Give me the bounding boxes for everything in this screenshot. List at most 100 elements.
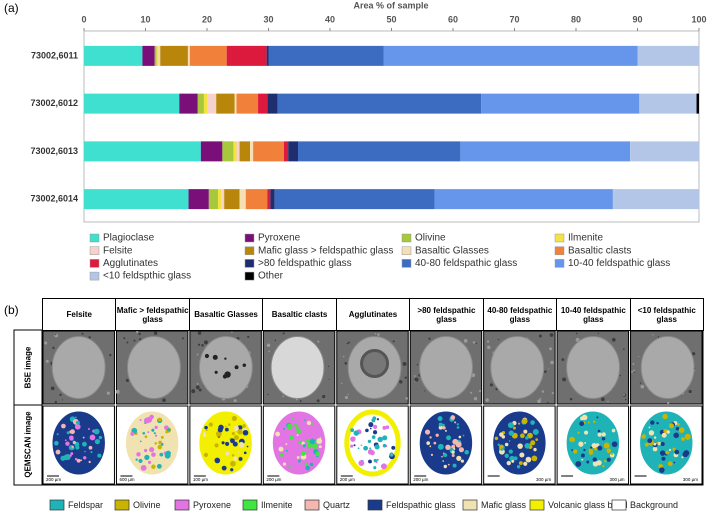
qemscan-phase [295, 426, 299, 430]
bse-texture [470, 391, 473, 394]
qemscan-phase [429, 436, 432, 439]
qemscan-phase [74, 457, 78, 461]
qemscan-phase [433, 441, 437, 445]
qemscan-phase [296, 428, 302, 434]
qemscan-phase [237, 429, 243, 435]
bse-texture [575, 337, 580, 342]
legend-label: Background [630, 500, 678, 510]
bse-texture [497, 338, 500, 341]
qemscan-phase [139, 440, 142, 443]
bse-texture [62, 399, 64, 401]
bse-texture [463, 339, 468, 343]
bse-texture [282, 395, 285, 398]
bse-texture [551, 392, 554, 395]
qemscan-phase [592, 457, 597, 462]
qemscan-phase [507, 422, 514, 429]
bar-segment [224, 189, 240, 210]
bar-segment [221, 189, 225, 210]
column-header: Agglutinates [335, 298, 411, 331]
qemscan-phase [606, 457, 611, 462]
scale-label: 200 µm [340, 477, 355, 482]
qemscan-phase [684, 433, 691, 440]
legend-swatch [114, 499, 130, 511]
legend-label: Felsite [103, 245, 133, 256]
qemscan-phase [674, 449, 680, 455]
qemscan-phase [238, 442, 245, 448]
bse-texture [54, 333, 59, 338]
bar-segment [253, 141, 284, 162]
bse-texture [691, 352, 696, 356]
qemscan-phase [596, 460, 602, 466]
bar-segment [203, 93, 207, 114]
qemscan-phase [683, 450, 690, 457]
qemscan-phase [497, 443, 500, 446]
legend-swatch [401, 259, 412, 268]
bse-texture [619, 374, 621, 377]
legend-swatch [174, 499, 190, 511]
bar-segment [84, 45, 143, 66]
qemscan-phase [318, 445, 322, 449]
bse-texture [126, 341, 129, 344]
qemscan-phase [424, 429, 431, 435]
qemscan-phase [154, 434, 158, 437]
legend-label: Mafic glass [481, 500, 527, 510]
qemscan-phase [154, 425, 158, 430]
y-tick-label: 73002,6013 [30, 146, 78, 156]
legend-label: 40-80 feldspathic glass [415, 258, 517, 269]
qemscan-phase [667, 461, 673, 467]
qemscan-phase [385, 425, 390, 430]
qemscan-phase [288, 466, 291, 469]
qemscan-phase [83, 456, 87, 460]
qemscan-phase [76, 420, 80, 425]
bse-texture [196, 383, 199, 385]
qemscan-phase [144, 454, 150, 461]
bse-texture [640, 384, 645, 389]
qemscan-phase [224, 427, 229, 432]
qemscan-phase [506, 460, 511, 466]
qemscan-phase [656, 421, 659, 425]
legend-label: <10 feldspthic glass [103, 271, 191, 282]
legend-label: Olivine [133, 500, 161, 510]
qemscan-phase [285, 449, 288, 452]
qemscan-phase [159, 452, 164, 457]
qemscan-phase [90, 451, 93, 454]
qemscan-phase [80, 459, 83, 462]
row-label-cell [13, 404, 43, 486]
qemscan-phase [530, 440, 536, 446]
qemscan-phase [237, 425, 243, 430]
qemscan-phase [652, 446, 658, 452]
legend-swatch [244, 271, 255, 281]
qemscan-phase [532, 428, 539, 435]
bse-vesicle [234, 365, 239, 370]
qemscan-phase [450, 415, 456, 420]
bse-texture [139, 338, 142, 341]
qemscan-phase [525, 436, 529, 440]
qemscan-phase [668, 423, 675, 429]
qemscan-phase [291, 418, 294, 421]
qemscan-phase [601, 432, 606, 437]
bse-texture [569, 397, 573, 401]
qemscan-phase [154, 442, 158, 445]
bse-texture [322, 394, 326, 399]
qemscan-phase [509, 455, 515, 462]
qemscan-phase [221, 441, 225, 445]
qemscan-phase [525, 456, 532, 463]
bse-texture [342, 355, 345, 358]
qemscan-phase [391, 445, 396, 450]
bse-texture [328, 378, 330, 380]
qemscan-phase [69, 437, 73, 441]
qemscan-phase [577, 431, 580, 434]
qemscan-phase [369, 447, 372, 450]
qemscan-phase [283, 427, 286, 430]
bse-texture [268, 350, 270, 353]
bar-segment [639, 93, 697, 114]
scale-label: 200 µm [266, 477, 281, 482]
qemscan-phase [56, 433, 59, 436]
qemscan-phase [581, 458, 584, 461]
qemscan-phase [353, 430, 359, 436]
bse-vesicle [222, 374, 228, 379]
qemscan-phase [285, 443, 288, 446]
bar-segment [696, 93, 699, 114]
scale-label: 300 µm [536, 477, 551, 482]
